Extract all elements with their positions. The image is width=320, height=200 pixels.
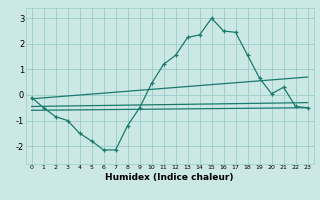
X-axis label: Humidex (Indice chaleur): Humidex (Indice chaleur) [105,173,234,182]
